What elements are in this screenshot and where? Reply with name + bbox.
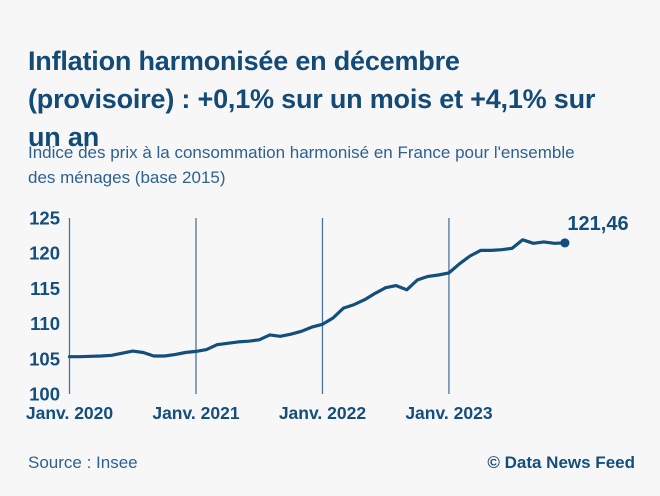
y-axis-tick-label: 115 (30, 278, 60, 299)
x-axis-tick-label: Janv. 2021 (152, 403, 240, 423)
y-axis-tick-label: 120 (29, 243, 60, 264)
y-axis-tick-label: 125 (29, 208, 60, 229)
source-label: Source : Insee (28, 453, 138, 472)
title-line-3: un an (28, 122, 99, 153)
copyright-label: © Data News Feed (487, 453, 635, 472)
inflation-line-chart: 100 105 110 115 120 125 Janv. 2020 Janv. 2021 Ja… (26, 208, 629, 424)
subtitle-line-2: des ménages (base 2015) (28, 168, 226, 187)
hicp-series-line (67, 238, 567, 359)
y-axis-tick-label: 100 (29, 384, 60, 405)
title-line-1: Inflation harmonisée en décembre (28, 46, 460, 77)
chart-subtitle: Indice des prix à la consommation harmon… (28, 140, 650, 190)
last-value-label: 121,46 (567, 213, 628, 235)
y-axis-tick-label: 110 (30, 313, 60, 334)
title-line-2: (provisoire) : +0,1% sur un mois et +4,1… (28, 84, 596, 115)
page-title: Inflation harmonisée en décembre (provis… (28, 42, 646, 156)
x-axis-tick-label: Janv. 2022 (279, 403, 367, 423)
y-axis-tick-label: 105 (29, 348, 60, 369)
footer: Source : Insee © Data News Feed (28, 453, 635, 473)
x-axis-tick-label: Janv. 2020 (26, 403, 114, 423)
subtitle-line-1: Indice des prix à la consommation harmon… (28, 143, 575, 162)
x-axis-tick-label: Janv. 2023 (405, 403, 493, 423)
last-point-marker (560, 238, 570, 248)
